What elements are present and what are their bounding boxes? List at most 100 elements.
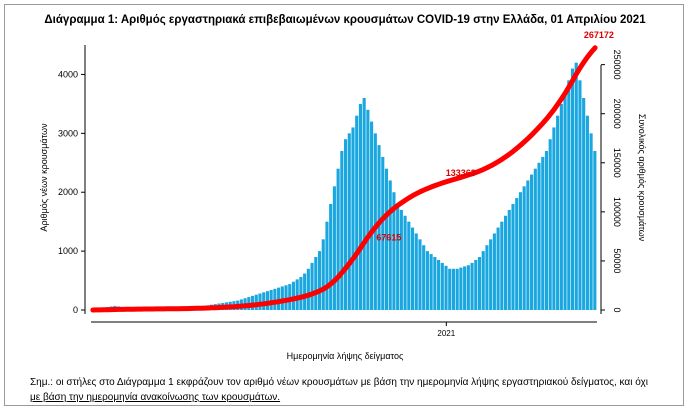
bar <box>440 262 444 310</box>
bar <box>377 145 381 310</box>
chart-svg: 0 1000 2000 3000 4000 0 50000 100000 150000 20000… <box>39 30 647 338</box>
chart-frame: Διάγραμμα 1: Αριθμός εργαστηριακά επιβεβ… <box>4 4 684 406</box>
x-tick-label: 2021 <box>437 329 455 338</box>
y-axis-label: Αριθμός νέων κρουσμάτων <box>39 123 49 232</box>
bar <box>541 156 545 310</box>
bar <box>418 239 422 310</box>
bar <box>384 168 389 310</box>
bar <box>414 233 418 310</box>
bar <box>295 279 299 310</box>
bar <box>410 227 415 310</box>
bar <box>425 251 429 310</box>
bar <box>437 259 441 310</box>
left-tick-label: 0 <box>73 305 78 315</box>
bar <box>485 245 489 310</box>
bar <box>396 204 400 310</box>
bar <box>466 265 470 310</box>
bar <box>444 265 448 310</box>
footnote-line-1: Σημ.: οι στήλες στο Διάγραμμα 1 εκφράζου… <box>30 377 648 388</box>
bar <box>492 233 496 310</box>
bar <box>533 168 537 310</box>
bar <box>578 80 582 310</box>
bar <box>526 180 530 310</box>
axes: 0 1000 2000 3000 4000 0 50000 100000 150000 20000… <box>58 45 622 338</box>
bar <box>515 198 519 310</box>
chart-title: Διάγραμμα 1: Αριθμός εργαστηριακά επιβεβ… <box>44 14 646 26</box>
right-tick-label: 150000 <box>612 148 622 178</box>
bar <box>340 151 344 310</box>
bar <box>325 221 329 310</box>
bar <box>399 209 403 310</box>
cumulative-line <box>90 45 598 313</box>
bar <box>556 115 560 310</box>
bar <box>474 259 478 310</box>
bar <box>544 151 549 310</box>
left-tick-label: 2000 <box>58 187 78 197</box>
bar <box>470 262 474 310</box>
right-tick-label: 50000 <box>612 248 622 273</box>
bar <box>403 215 407 310</box>
bar <box>585 115 589 310</box>
right-tick-label: 250000 <box>612 50 622 80</box>
bar <box>265 291 269 310</box>
bar <box>489 239 493 310</box>
bar <box>306 268 310 310</box>
bar <box>511 204 515 310</box>
bar <box>332 186 336 310</box>
bar <box>366 109 370 310</box>
bar <box>355 115 359 310</box>
bar <box>280 286 284 310</box>
bar <box>463 266 467 310</box>
bar <box>574 62 578 310</box>
bar <box>459 267 463 310</box>
bar <box>321 239 325 310</box>
bar <box>552 127 556 310</box>
right-tick-label: 0 <box>612 307 622 312</box>
bar <box>422 245 426 310</box>
footnote-line-2: με βάση την ημερομηνία ανακοίνωσης των κ… <box>30 392 281 403</box>
bar <box>530 174 534 310</box>
right-tick-label: 100000 <box>612 197 622 227</box>
bar <box>451 268 456 310</box>
bar <box>559 103 563 310</box>
bar <box>507 209 511 310</box>
bar <box>388 180 392 310</box>
bar <box>381 156 385 310</box>
bar <box>291 281 296 310</box>
bar <box>496 227 500 310</box>
bar <box>518 192 522 310</box>
bar <box>567 80 571 310</box>
bar <box>317 251 322 310</box>
bar <box>351 127 355 310</box>
bar <box>477 257 482 310</box>
bar <box>358 103 362 310</box>
bar <box>314 257 318 310</box>
bar-series <box>91 62 597 310</box>
bar <box>537 162 541 310</box>
bar <box>455 268 459 310</box>
right-tick-label: 200000 <box>612 99 622 129</box>
left-tick-label: 4000 <box>58 69 78 79</box>
footnote: Σημ.: οι στήλες στο Διάγραμμα 1 εκφράζου… <box>30 375 680 405</box>
bar <box>563 92 567 310</box>
bar <box>299 277 303 310</box>
bar <box>329 204 333 310</box>
cumulative-series-line <box>90 45 598 313</box>
bar <box>303 273 307 310</box>
bar <box>548 139 552 310</box>
bar <box>582 98 586 310</box>
annotation-label: 267172 <box>584 30 614 40</box>
bar <box>570 68 575 310</box>
bar <box>262 292 266 310</box>
bar <box>407 221 411 310</box>
x-axis-label: Ημερομηνία λήψης δείγματος <box>286 351 404 361</box>
bar <box>433 257 437 310</box>
annotation-label: 67615 <box>376 233 401 243</box>
bar <box>288 284 292 310</box>
bar <box>481 251 485 310</box>
bar <box>500 221 504 310</box>
bar <box>593 151 597 310</box>
bar <box>284 285 288 310</box>
bar <box>429 254 433 310</box>
y2-axis-label: Συνολικός αριθμός κρουσμάτων <box>637 114 647 242</box>
